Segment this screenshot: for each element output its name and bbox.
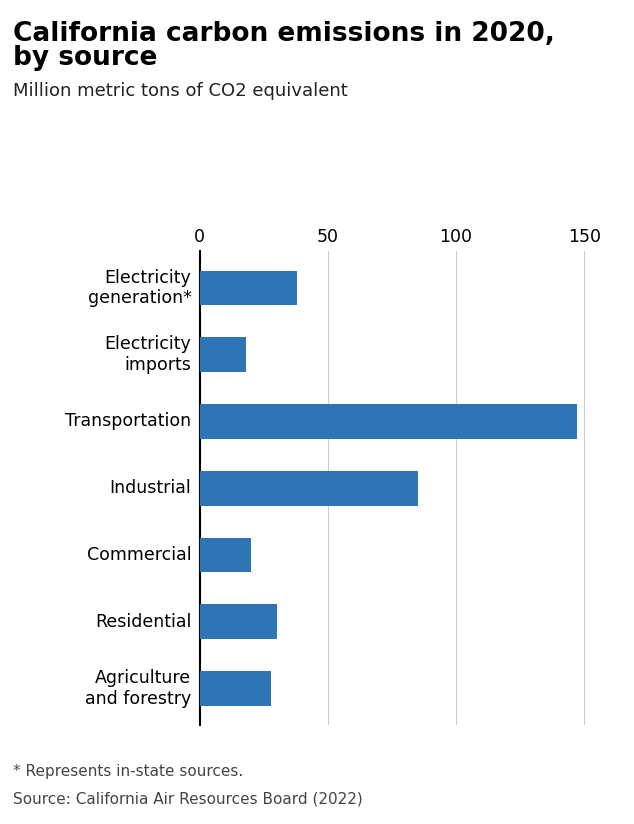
Bar	[200, 270, 297, 306]
Bar	[200, 337, 246, 372]
Bar	[200, 671, 271, 706]
Bar	[200, 604, 276, 639]
Text: Source: California Air Resources Board (2022): Source: California Air Resources Board (…	[13, 791, 363, 806]
Text: California carbon emissions in 2020,: California carbon emissions in 2020,	[13, 21, 555, 47]
Bar	[200, 537, 251, 573]
Text: by source: by source	[13, 45, 157, 72]
Text: * Represents in-state sources.: * Represents in-state sources.	[13, 764, 243, 779]
Bar	[200, 404, 576, 439]
Text: Million metric tons of CO2 equivalent: Million metric tons of CO2 equivalent	[13, 82, 347, 101]
Bar	[200, 471, 418, 506]
